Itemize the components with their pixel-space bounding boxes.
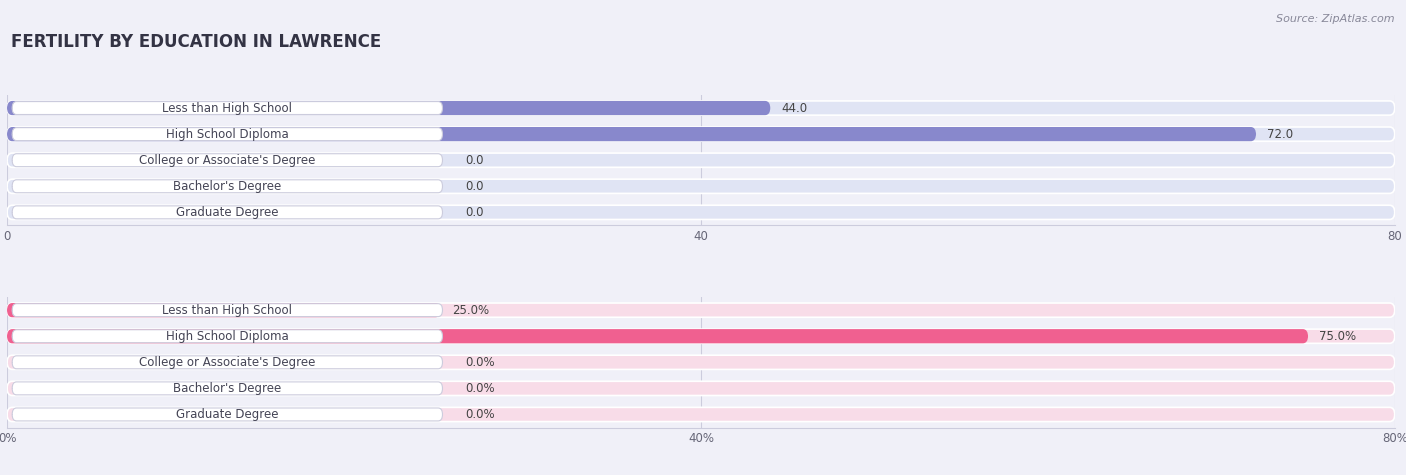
Text: 44.0: 44.0 [782,102,807,114]
FancyBboxPatch shape [13,154,443,167]
Text: 0.0: 0.0 [465,154,484,167]
FancyBboxPatch shape [7,127,1256,141]
FancyBboxPatch shape [7,303,440,317]
Text: 75.0%: 75.0% [1319,330,1357,343]
FancyBboxPatch shape [7,127,1395,141]
Text: Less than High School: Less than High School [162,304,292,317]
Text: 0.0%: 0.0% [465,356,495,369]
Text: Source: ZipAtlas.com: Source: ZipAtlas.com [1277,14,1395,24]
Text: Graduate Degree: Graduate Degree [176,206,278,219]
Text: 0.0: 0.0 [465,206,484,219]
Text: 25.0%: 25.0% [451,304,489,317]
FancyBboxPatch shape [7,329,1395,343]
Text: Bachelor's Degree: Bachelor's Degree [173,180,281,193]
FancyBboxPatch shape [13,356,443,369]
Text: 0.0%: 0.0% [465,408,495,421]
Text: High School Diploma: High School Diploma [166,330,288,343]
FancyBboxPatch shape [13,382,443,395]
Text: 0.0%: 0.0% [465,382,495,395]
FancyBboxPatch shape [7,179,1395,193]
FancyBboxPatch shape [7,101,770,115]
FancyBboxPatch shape [13,304,443,317]
FancyBboxPatch shape [7,153,1395,167]
FancyBboxPatch shape [13,408,443,421]
Text: High School Diploma: High School Diploma [166,128,288,141]
FancyBboxPatch shape [13,128,443,141]
FancyBboxPatch shape [13,102,443,114]
Text: College or Associate's Degree: College or Associate's Degree [139,356,315,369]
FancyBboxPatch shape [7,381,1395,396]
FancyBboxPatch shape [7,329,1308,343]
Text: 0.0: 0.0 [465,180,484,193]
FancyBboxPatch shape [7,205,1395,219]
Text: Less than High School: Less than High School [162,102,292,114]
Text: 72.0: 72.0 [1267,128,1294,141]
FancyBboxPatch shape [13,180,443,193]
FancyBboxPatch shape [13,206,443,219]
FancyBboxPatch shape [7,101,1395,115]
Text: College or Associate's Degree: College or Associate's Degree [139,154,315,167]
Text: FERTILITY BY EDUCATION IN LAWRENCE: FERTILITY BY EDUCATION IN LAWRENCE [11,33,381,51]
FancyBboxPatch shape [7,303,1395,317]
Text: Graduate Degree: Graduate Degree [176,408,278,421]
FancyBboxPatch shape [13,330,443,342]
FancyBboxPatch shape [7,355,1395,370]
Text: Bachelor's Degree: Bachelor's Degree [173,382,281,395]
FancyBboxPatch shape [7,408,1395,422]
